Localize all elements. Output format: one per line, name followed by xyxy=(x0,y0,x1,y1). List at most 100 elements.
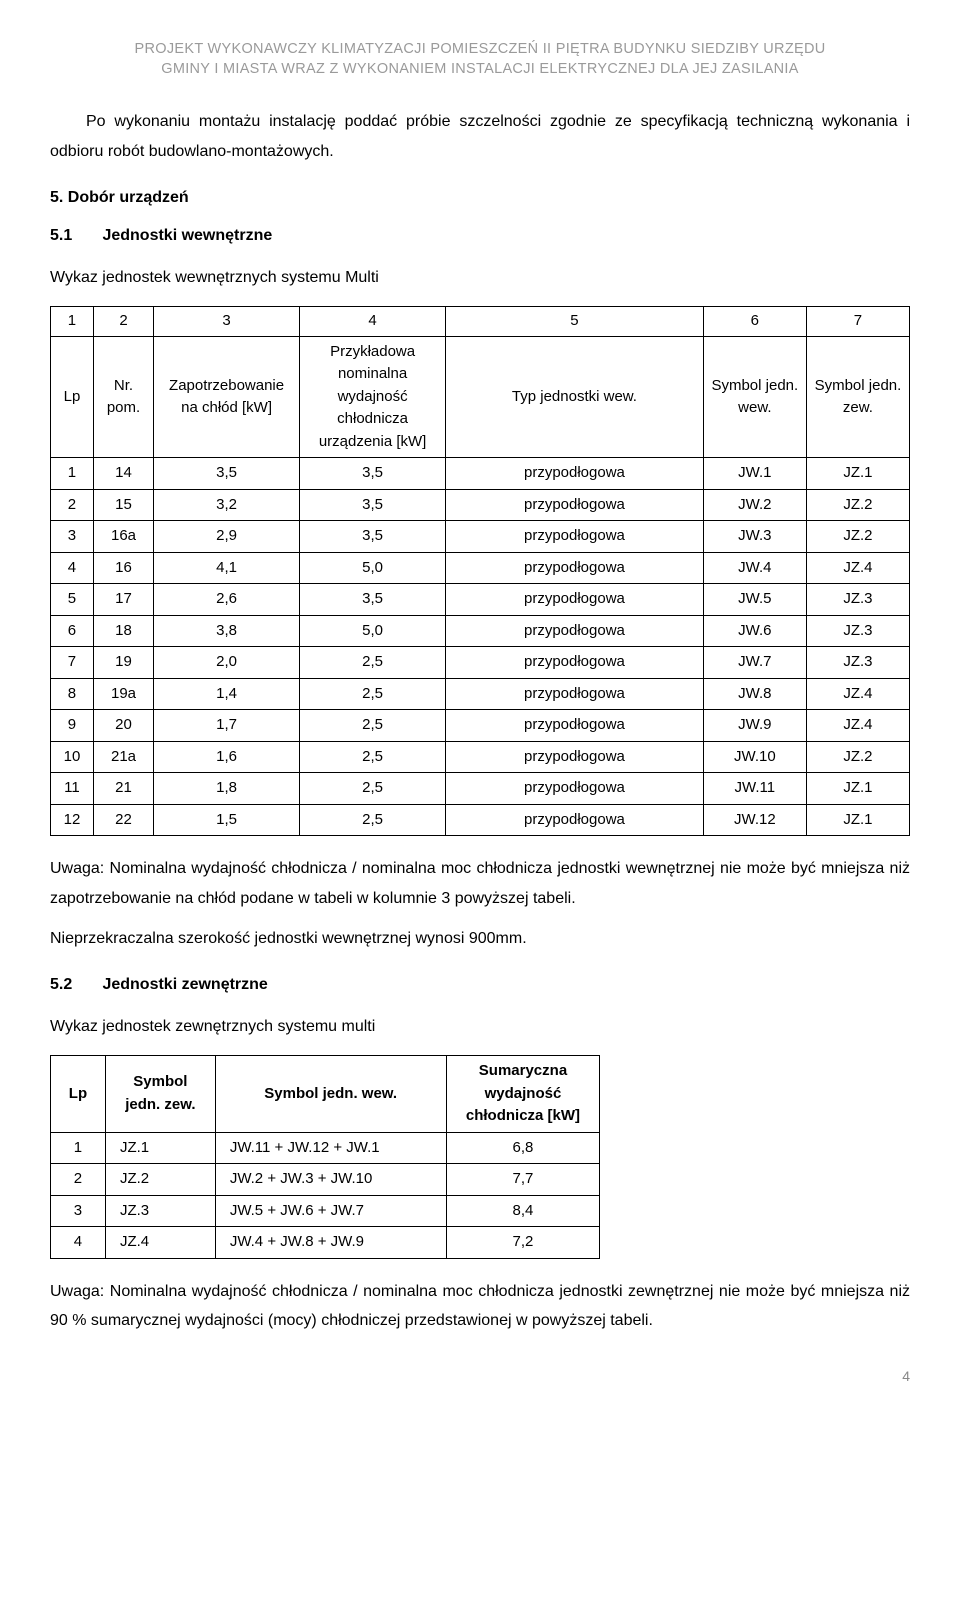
table-cell: JZ.1 xyxy=(806,804,909,836)
table-cell: 8 xyxy=(51,678,94,710)
table-cell: przypodłogowa xyxy=(446,741,704,773)
doc-header: PROJEKT WYKONAWCZY KLIMATYZACJI POMIESZC… xyxy=(50,40,910,79)
heading-5-1-text: Jednostki wewnętrzne xyxy=(102,227,272,244)
table-cell: JZ.1 xyxy=(806,773,909,805)
table-cell: 16 xyxy=(93,552,153,584)
table-cell: 21 xyxy=(93,773,153,805)
table-row: 2JZ.2JW.2 + JW.3 + JW.107,7 xyxy=(51,1164,600,1196)
table1-caption: Wykaz jednostek wewnętrznych systemu Mul… xyxy=(50,266,910,290)
col-header: Symbol jedn. zew. xyxy=(806,336,909,458)
col-header: Lp xyxy=(51,336,94,458)
table-cell: JZ.2 xyxy=(806,521,909,553)
table-cell: 6 xyxy=(51,615,94,647)
table-cell: przypodłogowa xyxy=(446,678,704,710)
table-cell: 4 xyxy=(51,1227,106,1259)
table-cell: JZ.4 xyxy=(806,552,909,584)
table-cell: 2,5 xyxy=(300,678,446,710)
page-number: 4 xyxy=(50,1366,910,1387)
table-cell: 6,8 xyxy=(446,1132,600,1164)
table-row: 6183,85,0przypodłogowaJW.6JZ.3 xyxy=(51,615,910,647)
col-header: Zapotrzebowanie na chłód [kW] xyxy=(154,336,300,458)
table-cell: JW.11 + JW.12 + JW.1 xyxy=(215,1132,446,1164)
table-cell: JW.11 xyxy=(703,773,806,805)
table-cell: przypodłogowa xyxy=(446,615,704,647)
table-cell: 20 xyxy=(93,710,153,742)
table-cell: 5,0 xyxy=(300,552,446,584)
table-cell: 5 xyxy=(51,584,94,616)
table-cell: JZ.4 xyxy=(105,1227,215,1259)
heading-5: 5. Dobór urządzeń xyxy=(50,186,910,210)
table-cell: 21a xyxy=(93,741,153,773)
table-cell: 2,9 xyxy=(154,521,300,553)
table-cell: JW.6 xyxy=(703,615,806,647)
table-cell: 3,2 xyxy=(154,489,300,521)
heading-5-1: 5.1 Jednostki wewnętrzne xyxy=(50,224,910,248)
table-cell: 11 xyxy=(51,773,94,805)
col-num: 7 xyxy=(806,307,909,337)
col-header: Symbol jedn. zew. xyxy=(105,1056,215,1133)
table-cell: JW.12 xyxy=(703,804,806,836)
table-cell: 3,5 xyxy=(300,458,446,490)
doc-header-line1: PROJEKT WYKONAWCZY KLIMATYZACJI POMIESZC… xyxy=(50,40,910,60)
col-header: Sumaryczna wydajność chłodnicza [kW] xyxy=(446,1056,600,1133)
table-cell: JW.2 xyxy=(703,489,806,521)
intro-paragraph: Po wykonaniu montażu instalację poddać p… xyxy=(50,107,910,166)
table-indoor-units: 1 2 3 4 5 6 7 Lp Nr. pom. Zapotrzebowani… xyxy=(50,306,910,836)
heading-5-2-text: Jednostki zewnętrzne xyxy=(102,976,267,993)
col-header: Przykładowa nominalna wydajność chłodnic… xyxy=(300,336,446,458)
table-row: 7192,02,5przypodłogowaJW.7JZ.3 xyxy=(51,647,910,679)
table-cell: 22 xyxy=(93,804,153,836)
table-cell: 1 xyxy=(51,458,94,490)
table-cell: 19a xyxy=(93,678,153,710)
table-cell: 16a xyxy=(93,521,153,553)
table-cell: 5,0 xyxy=(300,615,446,647)
table-row: 1JZ.1JW.11 + JW.12 + JW.16,8 xyxy=(51,1132,600,1164)
doc-header-line2: GMINY I MIASTA WRAZ Z WYKONANIEM INSTALA… xyxy=(50,60,910,80)
table-cell: 2,5 xyxy=(300,741,446,773)
table-row: 4164,15,0przypodłogowaJW.4JZ.4 xyxy=(51,552,910,584)
table-cell: 3,5 xyxy=(154,458,300,490)
table-cell: JZ.4 xyxy=(806,678,909,710)
heading-5-2-num: 5.2 xyxy=(50,973,98,997)
table-cell: 2,5 xyxy=(300,804,446,836)
table-cell: 3,5 xyxy=(300,584,446,616)
table-cell: 2,6 xyxy=(154,584,300,616)
table-cell: JZ.2 xyxy=(806,741,909,773)
col-header: Symbol jedn. wew. xyxy=(703,336,806,458)
table-cell: 2,5 xyxy=(300,647,446,679)
col-header: Typ jednostki wew. xyxy=(446,336,704,458)
table-row: 4JZ.4JW.4 + JW.8 + JW.97,2 xyxy=(51,1227,600,1259)
table-cell: 18 xyxy=(93,615,153,647)
table-cell: 3 xyxy=(51,521,94,553)
heading-5-1-num: 5.1 xyxy=(50,224,98,248)
table-cell: przypodłogowa xyxy=(446,489,704,521)
table2-caption: Wykaz jednostek zewnętrznych systemu mul… xyxy=(50,1015,910,1039)
table-cell: 3 xyxy=(51,1195,106,1227)
table-cell: 10 xyxy=(51,741,94,773)
table-outdoor-units: Lp Symbol jedn. zew. Symbol jedn. wew. S… xyxy=(50,1055,600,1259)
table-row: 11211,82,5przypodłogowaJW.11JZ.1 xyxy=(51,773,910,805)
table-cell: JZ.3 xyxy=(806,615,909,647)
table-cell: 2,0 xyxy=(154,647,300,679)
table-cell: 7,7 xyxy=(446,1164,600,1196)
table-cell: 15 xyxy=(93,489,153,521)
table-header-row: Lp Nr. pom. Zapotrzebowanie na chłód [kW… xyxy=(51,336,910,458)
table-cell: 2,5 xyxy=(300,773,446,805)
col-num: 4 xyxy=(300,307,446,337)
table-row: 2153,23,5przypodłogowaJW.2JZ.2 xyxy=(51,489,910,521)
table-row: 1021a1,62,5przypodłogowaJW.10JZ.2 xyxy=(51,741,910,773)
table-cell: przypodłogowa xyxy=(446,521,704,553)
table-cell: 2,5 xyxy=(300,710,446,742)
table-cell: JW.3 xyxy=(703,521,806,553)
table-row: 819a1,42,5przypodłogowaJW.8JZ.4 xyxy=(51,678,910,710)
table-cell: 2 xyxy=(51,1164,106,1196)
table-cell: JZ.2 xyxy=(806,489,909,521)
table-cell: JW.9 xyxy=(703,710,806,742)
table-cell: przypodłogowa xyxy=(446,710,704,742)
table-cell: 8,4 xyxy=(446,1195,600,1227)
col-header: Lp xyxy=(51,1056,106,1133)
table-cell: 1,6 xyxy=(154,741,300,773)
table-cell: 4,1 xyxy=(154,552,300,584)
heading-5-2: 5.2 Jednostki zewnętrzne xyxy=(50,973,910,997)
col-num: 3 xyxy=(154,307,300,337)
